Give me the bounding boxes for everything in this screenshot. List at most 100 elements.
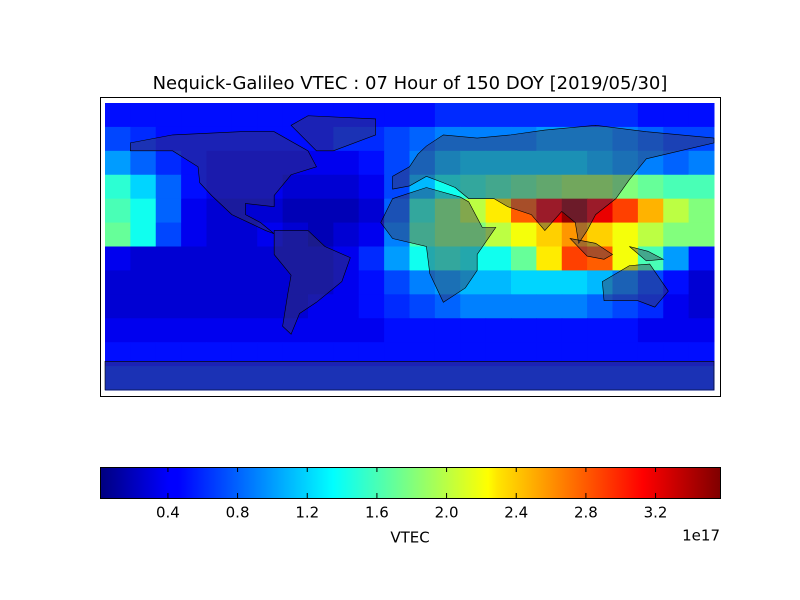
heatmap-cell xyxy=(358,198,385,224)
heatmap xyxy=(105,103,715,391)
heatmap-cell xyxy=(257,198,284,224)
heatmap-cell xyxy=(511,270,537,295)
heatmap-cell xyxy=(637,103,664,128)
colorbar-ticks: 0.4 0.8 1.2 1.6 2.0 2.4 2.8 3.2 xyxy=(156,467,667,522)
heatmap-cell xyxy=(333,270,360,295)
heatmap-cell xyxy=(257,150,284,176)
heatmap-cell xyxy=(409,222,436,247)
map-frame xyxy=(100,97,721,397)
heatmap-cell xyxy=(181,198,207,224)
heatmap-cell xyxy=(333,246,360,271)
heatmap-cell xyxy=(409,318,436,343)
heatmap-cell xyxy=(206,246,233,271)
heatmap-cell xyxy=(561,246,588,271)
heatmap-cell xyxy=(561,103,588,128)
colorbar-tick-label: 2.8 xyxy=(574,504,598,522)
heatmap-cell xyxy=(561,318,588,343)
heatmap-cell xyxy=(358,318,385,343)
heatmap-cell xyxy=(105,198,131,224)
heatmap-cell xyxy=(663,198,690,224)
heatmap-cell xyxy=(308,366,334,391)
heatmap-cell xyxy=(612,342,639,367)
heatmap-cell xyxy=(688,174,715,200)
heatmap-cell xyxy=(511,342,537,367)
heatmap-cell xyxy=(511,366,537,391)
heatmap-cell xyxy=(460,103,487,128)
heatmap-cell xyxy=(485,246,512,271)
heatmap-cell xyxy=(460,270,487,295)
heatmap-cell xyxy=(257,294,284,319)
heatmap-cell xyxy=(282,222,309,247)
heatmap-cell xyxy=(688,342,715,367)
heatmap-cell xyxy=(333,342,360,367)
heatmap-cell xyxy=(485,126,512,152)
heatmap-cell xyxy=(536,174,563,200)
heatmap-cell xyxy=(130,222,157,247)
heatmap-cell xyxy=(536,198,563,224)
heatmap-cell xyxy=(536,318,563,343)
heatmap-cell xyxy=(155,294,182,319)
heatmap-cell xyxy=(257,126,284,152)
heatmap-cell xyxy=(105,222,131,247)
heatmap-cell xyxy=(130,342,157,367)
heatmap-cell xyxy=(105,342,131,367)
heatmap-cell xyxy=(358,150,385,176)
heatmap-cell xyxy=(206,222,233,247)
heatmap-cell xyxy=(612,318,639,343)
heatmap-cell xyxy=(358,342,385,367)
heatmap-cell xyxy=(612,366,639,391)
heatmap-cell xyxy=(536,270,563,295)
heatmap-cell xyxy=(688,246,715,271)
heatmap-cell xyxy=(308,342,334,367)
heatmap-cell xyxy=(637,222,664,247)
heatmap-cell xyxy=(206,270,233,295)
heatmap-cell xyxy=(409,366,436,391)
heatmap-cell xyxy=(409,103,436,128)
heatmap-cell xyxy=(587,126,613,152)
heatmap-cell xyxy=(511,198,537,224)
heatmap-cell xyxy=(231,342,258,367)
heatmap-cell xyxy=(434,246,461,271)
heatmap-cell xyxy=(460,318,487,343)
heatmap-cell xyxy=(663,318,690,343)
heatmap-cell xyxy=(561,270,588,295)
heatmap-cell xyxy=(358,294,385,319)
heatmap-cell xyxy=(155,198,182,224)
heatmap-cell xyxy=(434,174,461,200)
continent xyxy=(629,246,665,262)
heatmap-cell xyxy=(688,103,715,128)
heatmap-cell xyxy=(460,246,487,271)
heatmap-cell xyxy=(434,150,461,176)
heatmap-cell xyxy=(561,126,588,152)
heatmap-cell xyxy=(130,174,157,200)
heatmap-cell xyxy=(511,246,537,271)
heatmap-cell xyxy=(460,366,487,391)
colorbar-tick-label: 1.6 xyxy=(365,504,389,522)
heatmap-cell xyxy=(434,294,461,319)
heatmap-cell xyxy=(637,198,664,224)
heatmap-cell xyxy=(409,342,436,367)
heatmap-cell xyxy=(181,174,207,200)
heatmap-cell xyxy=(282,103,309,128)
heatmap-cell xyxy=(231,126,258,152)
heatmap-cell xyxy=(155,174,182,200)
heatmap-cell xyxy=(561,150,588,176)
heatmap-cell xyxy=(282,342,309,367)
heatmap-cell xyxy=(485,366,512,391)
heatmap-cell xyxy=(637,366,664,391)
heatmap-cell xyxy=(257,246,284,271)
heatmap-cell xyxy=(105,294,131,319)
colorbar-tick-label: 0.8 xyxy=(226,504,250,522)
heatmap-cell xyxy=(612,198,639,224)
heatmap-cell xyxy=(308,270,334,295)
heatmap-cell xyxy=(384,103,410,128)
continent xyxy=(380,187,497,303)
heatmap-cell xyxy=(181,222,207,247)
heatmap-cell xyxy=(155,342,182,367)
heatmap-cell xyxy=(485,342,512,367)
heatmap-cell xyxy=(384,246,410,271)
heatmap-cell xyxy=(561,174,588,200)
continent xyxy=(104,360,715,391)
heatmap-cell xyxy=(434,342,461,367)
heatmap-cell xyxy=(231,174,258,200)
